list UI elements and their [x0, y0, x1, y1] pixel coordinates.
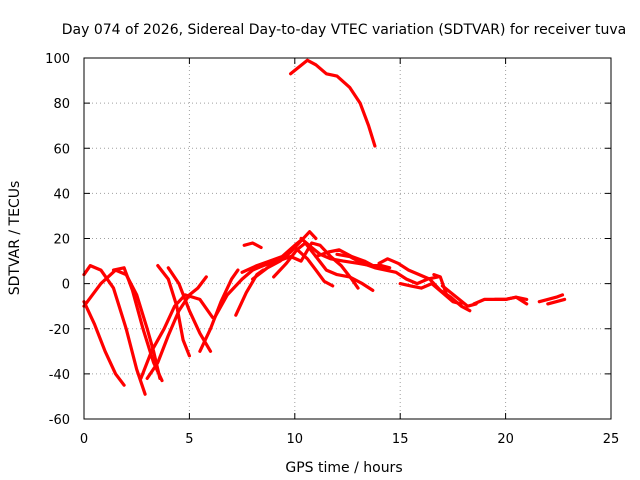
series-arc-26 — [493, 295, 529, 301]
series-arc-09 — [198, 268, 240, 353]
series-arc-01 — [82, 300, 126, 387]
series-arc-07 — [145, 275, 208, 380]
x-tick-label: 10 — [287, 432, 304, 447]
series-arc-11 — [234, 268, 265, 317]
series-arc-06 — [166, 266, 213, 353]
y-tick-label: 80 — [53, 97, 70, 112]
y-tick-label: 0 — [62, 278, 70, 293]
series-arc-02 — [82, 264, 147, 396]
series-arc-29 — [289, 58, 377, 148]
y-tick-label: 100 — [45, 52, 70, 67]
x-tick-label: 5 — [185, 432, 193, 447]
data-series-group — [82, 58, 567, 396]
series-arc-15 — [261, 241, 360, 290]
series-arc-10 — [213, 264, 265, 320]
grid-lines — [84, 58, 611, 419]
y-tick-label: -60 — [49, 413, 70, 428]
series-arc-24 — [440, 284, 478, 308]
series-arc-17 — [293, 245, 335, 288]
y-tick-label: -20 — [49, 323, 70, 338]
series-arc-16 — [272, 241, 375, 292]
series-arc-04 — [111, 266, 164, 383]
series-arc-18 — [299, 236, 392, 270]
y-axis-label: SDTVAR / TECUs — [7, 181, 23, 296]
series-arc-27 — [537, 293, 565, 304]
y-tick-label: 20 — [53, 233, 70, 248]
series-arc-20 — [335, 252, 440, 286]
axis-ticks: 0 5 10 15 20 25 -60 -40 -20 0 20 40 60 80 100 — [45, 52, 619, 447]
series-arc-14 — [251, 230, 318, 281]
x-tick-label: 0 — [80, 432, 88, 447]
x-tick-label: 20 — [497, 432, 514, 447]
plot-frame — [83, 57, 612, 420]
series-arc-22 — [398, 282, 463, 306]
x-tick-label: 25 — [603, 432, 620, 447]
x-tick-label: 15 — [392, 432, 409, 447]
series-arc-08 — [139, 293, 215, 380]
y-tick-label: 60 — [53, 142, 70, 157]
series-arc-05 — [156, 264, 191, 358]
x-axis-label: GPS time / hours — [285, 460, 402, 476]
series-arc-12 — [242, 241, 263, 250]
series-arc-28 — [546, 297, 567, 306]
y-tick-label: -40 — [49, 368, 70, 383]
chart-title: Day 074 of 2026, Sidereal Day-to-day VTE… — [62, 22, 626, 38]
y-tick-label: 40 — [53, 187, 70, 202]
